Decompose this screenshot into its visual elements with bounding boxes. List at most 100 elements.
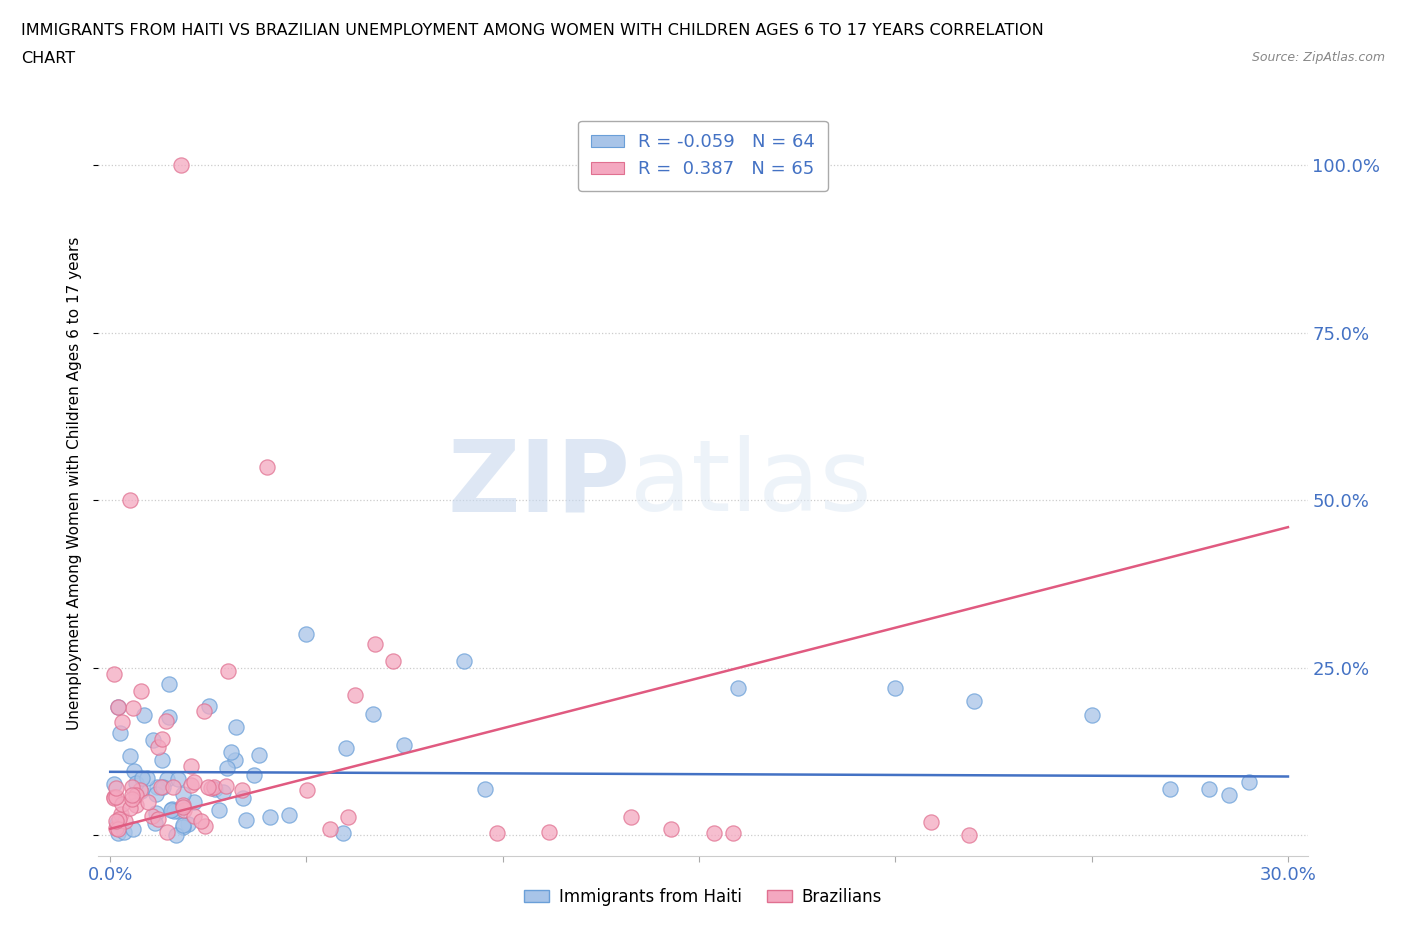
Immigrants from Haiti bbox=[208, 803, 231, 817]
Immigrants from Haiti bbox=[394, 737, 416, 752]
Brazilians bbox=[103, 790, 125, 804]
Brazilians bbox=[105, 820, 128, 835]
Immigrants from Haiti bbox=[112, 824, 135, 839]
Immigrants from Haiti bbox=[259, 810, 281, 825]
Brazilians bbox=[721, 826, 744, 841]
Brazilians bbox=[172, 800, 194, 815]
Brazilians bbox=[659, 822, 682, 837]
Immigrants from Haiti bbox=[108, 725, 131, 740]
Immigrants from Haiti bbox=[474, 782, 496, 797]
Brazilians bbox=[193, 703, 215, 718]
Brazilians bbox=[190, 814, 212, 829]
Immigrants from Haiti bbox=[335, 741, 357, 756]
Brazilians bbox=[156, 824, 179, 839]
Brazilians bbox=[111, 715, 134, 730]
Brazilians bbox=[920, 814, 942, 829]
Brazilians bbox=[150, 779, 173, 794]
Text: CHART: CHART bbox=[21, 51, 75, 66]
Immigrants from Haiti bbox=[247, 748, 270, 763]
Brazilians bbox=[146, 739, 169, 754]
Immigrants from Haiti bbox=[107, 826, 129, 841]
Brazilians bbox=[194, 819, 217, 834]
Brazilians bbox=[337, 809, 360, 824]
Brazilians bbox=[104, 780, 127, 795]
Brazilians bbox=[364, 637, 387, 652]
Brazilians bbox=[180, 759, 202, 774]
Immigrants from Haiti bbox=[167, 804, 190, 818]
Brazilians bbox=[537, 825, 560, 840]
Brazilians bbox=[197, 779, 219, 794]
Brazilians bbox=[114, 813, 136, 828]
Immigrants from Haiti bbox=[232, 790, 254, 805]
Text: atlas: atlas bbox=[630, 435, 872, 532]
Brazilians bbox=[136, 794, 159, 809]
Immigrants from Haiti bbox=[198, 698, 221, 713]
Brazilians bbox=[105, 790, 128, 804]
Immigrants from Haiti bbox=[221, 745, 243, 760]
Legend: R = -0.059   N = 64, R =  0.387   N = 65: R = -0.059 N = 64, R = 0.387 N = 65 bbox=[578, 121, 828, 191]
Immigrants from Haiti bbox=[143, 816, 166, 830]
Immigrants from Haiti bbox=[125, 776, 148, 790]
Brazilians bbox=[957, 828, 980, 843]
Immigrants from Haiti bbox=[103, 777, 125, 791]
Immigrants from Haiti bbox=[332, 825, 354, 840]
Immigrants from Haiti bbox=[152, 752, 174, 767]
Brazilians bbox=[319, 821, 342, 836]
Immigrants from Haiti bbox=[132, 708, 155, 723]
Immigrants from Haiti bbox=[131, 770, 153, 785]
Immigrants from Haiti bbox=[225, 720, 247, 735]
Immigrants from Haiti bbox=[727, 681, 749, 696]
Brazilians bbox=[180, 777, 202, 792]
Text: ZIP: ZIP bbox=[447, 435, 630, 532]
Immigrants from Haiti bbox=[204, 781, 226, 796]
Brazilians bbox=[124, 788, 146, 803]
Brazilians bbox=[124, 798, 146, 813]
Brazilians bbox=[141, 808, 163, 823]
Brazilians bbox=[103, 666, 125, 681]
Immigrants from Haiti bbox=[172, 786, 194, 801]
Brazilians bbox=[110, 807, 132, 822]
Brazilians bbox=[703, 825, 725, 840]
Brazilians bbox=[118, 493, 141, 508]
Immigrants from Haiti bbox=[129, 783, 152, 798]
Immigrants from Haiti bbox=[105, 816, 128, 830]
Immigrants from Haiti bbox=[1237, 775, 1260, 790]
Brazilians bbox=[111, 797, 134, 812]
Brazilians bbox=[107, 700, 129, 715]
Immigrants from Haiti bbox=[152, 779, 174, 794]
Immigrants from Haiti bbox=[159, 803, 181, 817]
Immigrants from Haiti bbox=[121, 821, 143, 836]
Brazilians bbox=[122, 700, 145, 715]
Brazilians bbox=[108, 812, 131, 827]
Immigrants from Haiti bbox=[165, 828, 187, 843]
Immigrants from Haiti bbox=[217, 761, 239, 776]
Immigrants from Haiti bbox=[172, 817, 194, 832]
Brazilians bbox=[150, 731, 173, 746]
Brazilians bbox=[118, 801, 141, 816]
Immigrants from Haiti bbox=[142, 733, 165, 748]
Brazilians bbox=[183, 808, 205, 823]
Legend: Immigrants from Haiti, Brazilians: Immigrants from Haiti, Brazilians bbox=[517, 881, 889, 912]
Immigrants from Haiti bbox=[224, 752, 246, 767]
Immigrants from Haiti bbox=[277, 807, 299, 822]
Immigrants from Haiti bbox=[295, 627, 318, 642]
Text: IMMIGRANTS FROM HAITI VS BRAZILIAN UNEMPLOYMENT AMONG WOMEN WITH CHILDREN AGES 6: IMMIGRANTS FROM HAITI VS BRAZILIAN UNEMP… bbox=[21, 23, 1043, 38]
Immigrants from Haiti bbox=[1080, 708, 1102, 723]
Immigrants from Haiti bbox=[107, 699, 129, 714]
Immigrants from Haiti bbox=[167, 772, 190, 787]
Brazilians bbox=[381, 654, 404, 669]
Immigrants from Haiti bbox=[122, 764, 145, 778]
Immigrants from Haiti bbox=[361, 707, 384, 722]
Brazilians bbox=[129, 684, 152, 698]
Brazilians bbox=[200, 780, 222, 795]
Immigrants from Haiti bbox=[146, 780, 169, 795]
Text: Source: ZipAtlas.com: Source: ZipAtlas.com bbox=[1251, 51, 1385, 64]
Brazilians bbox=[217, 663, 239, 678]
Immigrants from Haiti bbox=[157, 677, 180, 692]
Brazilians bbox=[231, 782, 253, 797]
Immigrants from Haiti bbox=[183, 795, 205, 810]
Immigrants from Haiti bbox=[145, 787, 167, 802]
Brazilians bbox=[256, 459, 278, 474]
Brazilians bbox=[343, 687, 366, 702]
Brazilians bbox=[173, 803, 195, 817]
